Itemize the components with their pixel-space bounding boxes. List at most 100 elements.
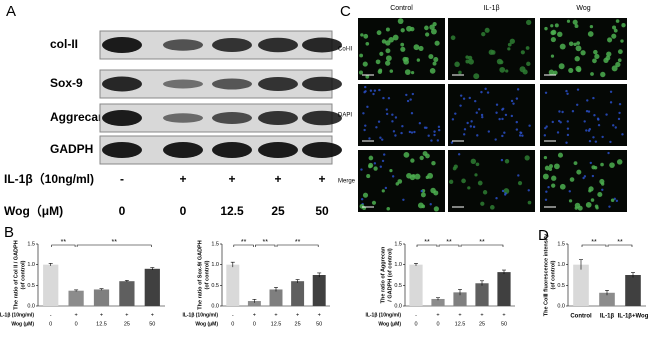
cell (527, 200, 532, 205)
cell (583, 120, 586, 123)
cell (615, 61, 621, 68)
cell (363, 91, 366, 94)
cell (470, 120, 473, 123)
cell (498, 117, 501, 121)
x-tick-label: Control (570, 314, 592, 320)
cell (383, 153, 386, 156)
cell (503, 131, 506, 134)
blot-band (163, 39, 203, 51)
cell (481, 31, 486, 37)
cell (617, 49, 623, 55)
x-tick-label: + (100, 312, 103, 318)
condition-value: + (274, 172, 281, 186)
cell (554, 163, 560, 170)
blot-band (212, 38, 252, 52)
cell (411, 92, 415, 96)
y-axis-label: The ColⅡ fluorescence intensity (542, 233, 549, 316)
cell (381, 159, 385, 163)
cell (450, 35, 456, 41)
bar (247, 301, 261, 306)
x-tick-label: 50 (316, 321, 322, 327)
blot-band (302, 37, 342, 53)
y-tick-label: 1.0 (211, 262, 219, 268)
y-axis-label: (of control) (20, 260, 26, 289)
cell (565, 141, 568, 144)
cell (494, 138, 497, 141)
blot-label: Aggrecan (50, 110, 105, 124)
cell (373, 166, 378, 171)
condition-label: Wog（μM) (4, 203, 63, 218)
cell (410, 71, 415, 75)
cell (473, 73, 480, 80)
cell (548, 69, 555, 75)
cell (465, 59, 470, 64)
cell (495, 111, 498, 114)
condition-value: 12.5 (220, 204, 244, 218)
cell (433, 206, 439, 212)
x-tick-label: - (50, 312, 52, 318)
condition-value: + (179, 172, 186, 186)
x-tick-label: IL-1β+Wog (618, 314, 649, 320)
cell (410, 131, 414, 134)
cell (553, 70, 558, 76)
cell (385, 112, 389, 116)
cell (391, 175, 395, 178)
cell (587, 129, 591, 132)
y-axis-label: The ratio of Col II / GADPH (13, 240, 19, 309)
cell (593, 49, 598, 55)
cell (611, 65, 618, 72)
cell (568, 67, 574, 74)
cell (525, 46, 530, 50)
cell (469, 125, 473, 128)
cell (477, 108, 481, 111)
cell (576, 88, 580, 91)
cell (433, 190, 439, 196)
significance-label: ** (446, 239, 452, 246)
cell (484, 27, 490, 33)
cell (392, 130, 396, 133)
cell (609, 90, 613, 93)
cell (550, 36, 556, 43)
significance-label: ** (262, 239, 268, 246)
cell (600, 71, 606, 78)
micrograph (448, 150, 535, 212)
cell (391, 113, 394, 116)
blot-band (302, 142, 342, 158)
bar (453, 292, 467, 306)
x-tick-label: + (296, 312, 299, 318)
cell (376, 30, 382, 36)
cell (618, 102, 622, 106)
cell (615, 199, 619, 203)
cell (608, 205, 611, 208)
x-tick-label: + (274, 312, 277, 318)
y-tick-label: 1.0 (27, 262, 35, 268)
cell (518, 134, 522, 137)
cell (454, 61, 460, 68)
significance-label: ** (424, 239, 430, 246)
cell (461, 178, 466, 184)
cell (554, 23, 559, 28)
cell (400, 42, 405, 47)
cell (378, 68, 383, 73)
cell (551, 183, 556, 188)
cell (377, 120, 381, 123)
cell (418, 122, 422, 125)
cell (548, 164, 553, 169)
cell (521, 134, 524, 137)
cell (391, 120, 394, 123)
y-tick-label: 0.0 (211, 303, 219, 309)
cell (387, 97, 391, 100)
y-axis-label: The ratio of Aggrecan (380, 246, 386, 303)
bar (68, 290, 84, 306)
cell (588, 186, 594, 192)
cell (550, 24, 554, 28)
cell (574, 56, 580, 62)
significance-label: ** (295, 239, 301, 246)
cell (381, 39, 387, 44)
cell (557, 152, 564, 158)
cell (365, 41, 370, 46)
x-tick-label: 25 (295, 321, 301, 327)
cell (384, 186, 388, 190)
blot-band (258, 142, 298, 158)
cell (400, 131, 403, 135)
